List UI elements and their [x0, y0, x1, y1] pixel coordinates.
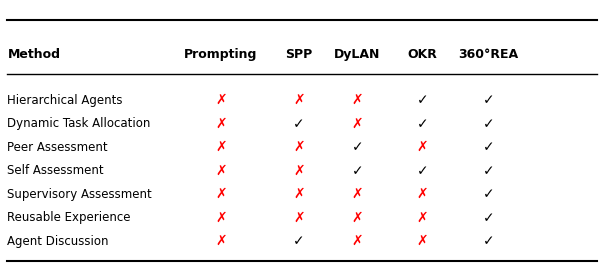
Text: ✓: ✓	[483, 140, 494, 154]
Text: ✗: ✗	[352, 93, 363, 107]
Text: ✓: ✓	[352, 164, 363, 178]
Text: ✓: ✓	[352, 140, 363, 154]
Text: ✗: ✗	[293, 164, 305, 178]
Text: Supervisory Assessment: Supervisory Assessment	[7, 188, 152, 201]
Text: ✗: ✗	[293, 93, 305, 107]
Text: ✗: ✗	[416, 187, 428, 201]
Text: Reusable Experience: Reusable Experience	[7, 211, 131, 224]
Text: ✗: ✗	[293, 140, 305, 154]
Text: ✗: ✗	[293, 187, 305, 201]
Text: ✗: ✗	[352, 117, 363, 131]
Text: ✗: ✗	[416, 140, 428, 154]
Text: SPP: SPP	[285, 48, 313, 61]
Text: ✓: ✓	[416, 117, 428, 131]
Text: ✗: ✗	[215, 117, 226, 131]
Text: ✓: ✓	[483, 187, 494, 201]
Text: ✗: ✗	[215, 93, 226, 107]
Text: ✓: ✓	[416, 164, 428, 178]
Text: ✓: ✓	[483, 164, 494, 178]
Text: Agent Discussion: Agent Discussion	[7, 235, 109, 248]
Text: ✗: ✗	[352, 187, 363, 201]
Text: OKR: OKR	[407, 48, 437, 61]
Text: Peer Assessment: Peer Assessment	[7, 141, 108, 154]
Text: 360°REA: 360°REA	[458, 48, 518, 61]
Text: Self Assessment: Self Assessment	[7, 164, 104, 177]
Text: ✓: ✓	[483, 117, 494, 131]
Text: Hierarchical Agents: Hierarchical Agents	[7, 94, 123, 107]
Text: Method: Method	[7, 48, 60, 61]
Text: ✗: ✗	[416, 234, 428, 248]
Text: ✗: ✗	[215, 140, 226, 154]
Text: ✗: ✗	[215, 211, 226, 225]
Text: Dynamic Task Allocation: Dynamic Task Allocation	[7, 117, 151, 130]
Text: ✓: ✓	[293, 234, 305, 248]
Text: Prompting: Prompting	[184, 48, 257, 61]
Text: ✓: ✓	[483, 211, 494, 225]
Text: ✗: ✗	[215, 234, 226, 248]
Text: ✓: ✓	[483, 93, 494, 107]
Text: ✗: ✗	[293, 211, 305, 225]
Text: ✗: ✗	[352, 234, 363, 248]
Text: ✗: ✗	[215, 164, 226, 178]
Text: ✗: ✗	[416, 211, 428, 225]
Text: ✗: ✗	[352, 211, 363, 225]
Text: DyLAN: DyLAN	[334, 48, 381, 61]
Text: ✓: ✓	[416, 93, 428, 107]
Text: ✗: ✗	[215, 187, 226, 201]
Text: ✓: ✓	[293, 117, 305, 131]
Text: ✓: ✓	[483, 234, 494, 248]
